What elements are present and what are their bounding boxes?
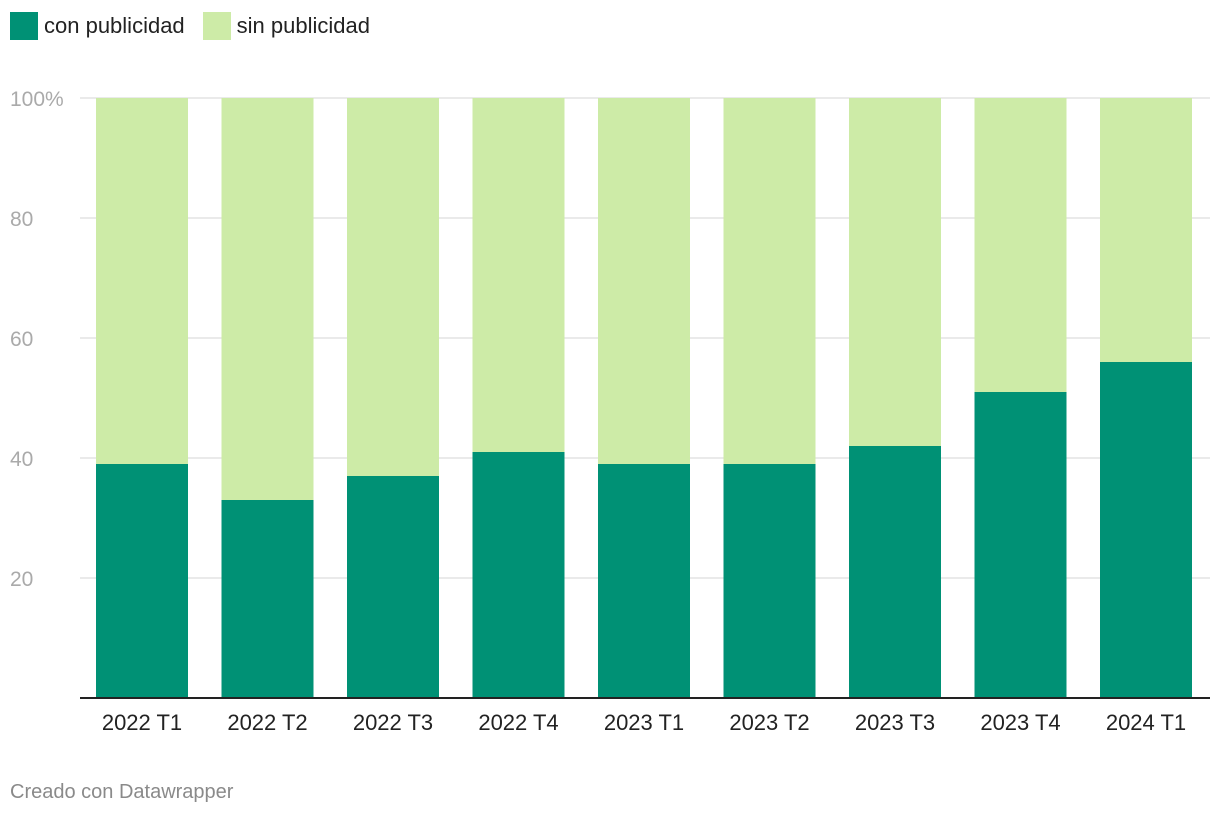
y-tick-label: 40 — [10, 448, 33, 471]
legend-swatch-sin-publicidad — [202, 12, 231, 40]
x-tick-label: 2022 T1 — [102, 710, 182, 735]
bar-sin-publicidad-2023-t4 — [974, 98, 1067, 392]
bar-sin-publicidad-2022-t1 — [96, 98, 188, 464]
bar-con-publicidad-2022-t1 — [96, 464, 188, 698]
bar-sin-publicidad-2023-t1 — [598, 98, 690, 464]
legend-item-sin-publicidad: sin publicidad — [202, 12, 370, 40]
x-tick-label: 2024 T1 — [1106, 710, 1186, 735]
legend-item-con-publicidad: con publicidad — [10, 12, 185, 40]
bar-sin-publicidad-2022-t2 — [221, 98, 314, 500]
bar-sin-publicidad-2022-t3 — [347, 98, 439, 476]
bar-con-publicidad-2022-t4 — [472, 452, 565, 698]
x-tick-label: 2023 T1 — [604, 710, 684, 735]
legend-label-con-publicidad: con publicidad — [44, 13, 185, 38]
bar-sin-publicidad-2022-t4 — [472, 98, 565, 452]
x-tick-label: 2022 T3 — [353, 710, 433, 735]
footer-credit: Creado con Datawrapper — [10, 781, 234, 803]
bar-con-publicidad-2023-t4 — [974, 392, 1067, 698]
x-tick-label: 2022 T4 — [478, 710, 558, 735]
x-tick-label: 2023 T4 — [980, 710, 1060, 735]
bar-con-publicidad-2024-t1 — [1100, 362, 1192, 698]
bar-sin-publicidad-2023-t3 — [849, 98, 941, 446]
y-tick-label: 20 — [10, 568, 33, 591]
x-tick-label: 2023 T2 — [729, 710, 809, 735]
axes: 20 40 60 80 100% 2022 T1 2022 T2 2022 T3 2022 T4… — [10, 88, 1210, 735]
x-tick-label: 2022 T2 — [227, 710, 307, 735]
legend: con publicidad sin publicidad — [10, 12, 388, 40]
x-tick-label: 2023 T3 — [855, 710, 935, 735]
legend-swatch-con-publicidad — [10, 12, 38, 40]
bar-con-publicidad-2022-t3 — [347, 476, 439, 698]
bar-sin-publicidad-2023-t2 — [723, 98, 816, 464]
bar-con-publicidad-2023-t1 — [598, 464, 690, 698]
bar-con-publicidad-2022-t2 — [221, 500, 314, 698]
y-tick-label: 80 — [10, 208, 33, 231]
y-tick-label: 100% — [10, 88, 64, 111]
bar-con-publicidad-2023-t3 — [849, 446, 941, 698]
legend-label-sin-publicidad: sin publicidad — [236, 13, 370, 38]
stacked-bar-chart: 20 40 60 80 100% 2022 T1 2022 T2 2022 T3 2022 T4… — [10, 88, 1210, 735]
bars — [96, 98, 1192, 698]
bar-sin-publicidad-2024-t1 — [1100, 98, 1192, 362]
y-tick-label: 60 — [10, 328, 33, 351]
bar-con-publicidad-2023-t2 — [723, 464, 816, 698]
